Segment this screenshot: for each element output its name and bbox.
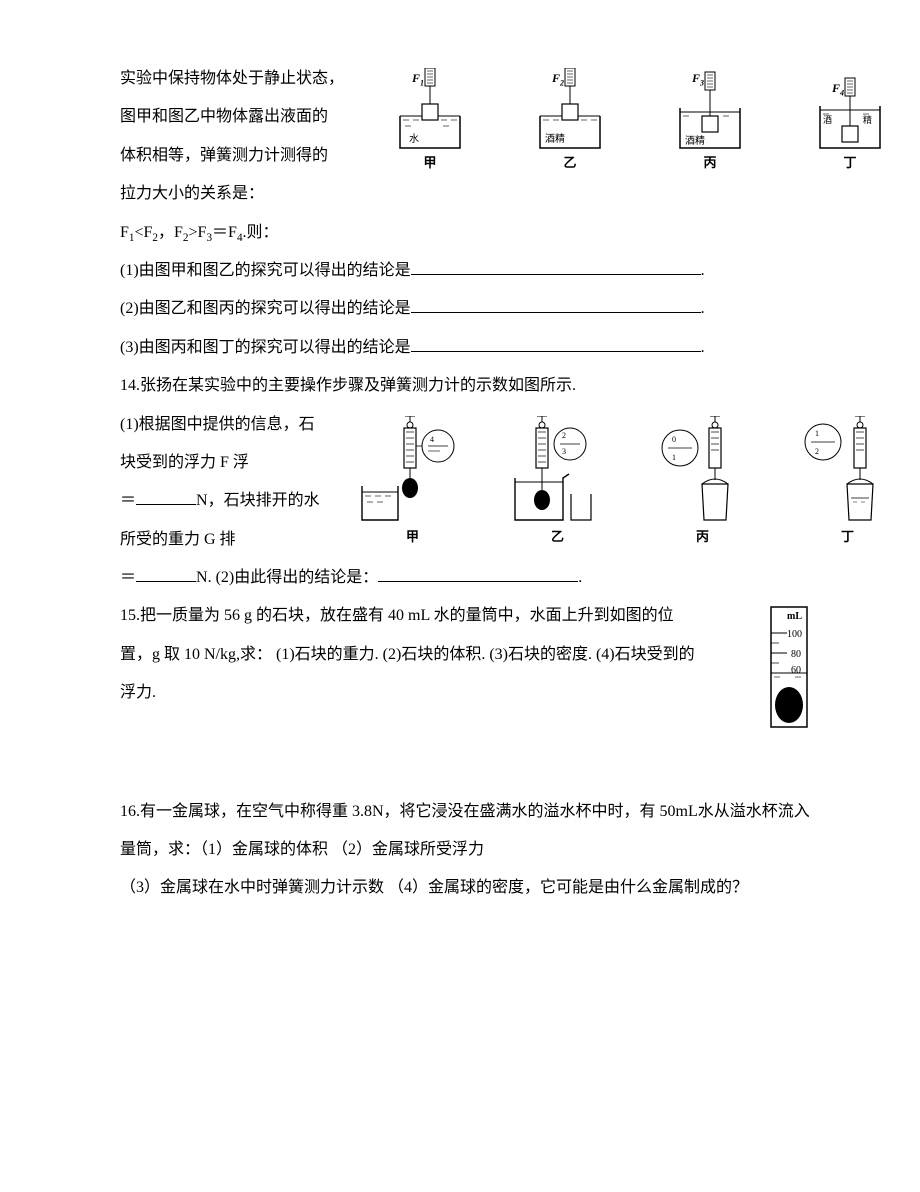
q15-text: 15.把一质量为 56 g 的石块，放在盛有 40 mL 水的量筒中，水面上升到… — [120, 597, 700, 712]
q14-fig-cap: 丁 — [795, 530, 900, 543]
q14-fig-ding: 1 2 丁 — [795, 416, 900, 543]
q14-fig-cap: 甲 — [360, 530, 465, 543]
svg-text:精: 精 — [863, 114, 872, 125]
q14-lead: 14.张扬在某实验中的主要操作步骤及弹簧测力计的示数如图所示. — [120, 367, 810, 405]
q14-figures: 4 甲 — [360, 416, 900, 543]
svg-text:水: 水 — [409, 133, 419, 145]
q13-fig-cap: 丙 — [670, 156, 750, 169]
svg-text:1: 1 — [815, 429, 819, 438]
svg-text:100: 100 — [787, 629, 802, 640]
q13-block: 实验中保持物体处于静止状态， 图甲和图乙中物体露出液面的 体积相等，弹簧测力计测… — [120, 60, 810, 367]
blank — [411, 333, 701, 352]
q14-block: (1)根据图中提供的信息，石 块受到的浮力 F 浮 ＝N，石块排开的水 所受的重… — [120, 406, 810, 560]
q14-fig-cap: 丙 — [650, 530, 755, 543]
blank — [136, 487, 196, 506]
svg-text:酒精: 酒精 — [545, 132, 565, 145]
q13-sub1: (1)由图甲和图乙的探究可以得出的结论是. — [120, 252, 810, 290]
spacer — [120, 713, 810, 793]
q13-sub2: (2)由图乙和图丙的探究可以得出的结论是. — [120, 290, 810, 328]
q13-sub3: (3)由图丙和图丁的探究可以得出的结论是. — [120, 329, 810, 367]
q13-fig-bing: F3 酒精 丙 — [670, 68, 750, 169]
svg-text:4: 4 — [430, 435, 434, 444]
svg-text:2: 2 — [562, 431, 566, 440]
q13-fig-cap: 甲 — [390, 156, 470, 169]
svg-text:80: 80 — [791, 649, 801, 660]
q14-fig-jia: 4 甲 — [360, 416, 465, 543]
blank — [136, 563, 196, 582]
svg-text:酒: 酒 — [823, 115, 832, 125]
q15-block: 15.把一质量为 56 g 的石块，放在盛有 40 mL 水的量筒中，水面上升到… — [120, 597, 810, 712]
q13-fig-cap: 丁 — [810, 156, 890, 169]
q14-fig-cap: 乙 — [505, 530, 610, 543]
q13-figures: F1 — [390, 68, 890, 169]
q13-intro-2: 图甲和图乙中物体露出液面的 — [120, 98, 350, 136]
svg-text:mL: mL — [787, 611, 802, 622]
q13-intro-3: 体积相等，弹簧测力计测得的 — [120, 137, 350, 175]
q14-line2: 块受到的浮力 F 浮 — [120, 444, 340, 482]
q16-text-2: （3）金属球在水中时弹簧测力计示数 （4）金属球的密度，它可能是由什么金属制成的… — [120, 869, 810, 907]
q13-fig-ding: F4 酒 精 丁 — [810, 68, 890, 169]
svg-text:2: 2 — [815, 447, 819, 456]
q13-fig-jia: F1 — [390, 68, 470, 169]
q13-intro-4: 拉力大小的关系是： — [120, 175, 350, 213]
svg-text:酒精: 酒精 — [685, 134, 705, 147]
svg-text:0: 0 — [672, 435, 676, 444]
q14-text: (1)根据图中提供的信息，石 块受到的浮力 F 浮 ＝N，石块排开的水 所受的重… — [120, 406, 340, 560]
svg-text:1: 1 — [672, 453, 676, 462]
svg-text:60: 60 — [791, 665, 801, 676]
svg-text:3: 3 — [562, 447, 566, 456]
q14-line1: (1)根据图中提供的信息，石 — [120, 406, 340, 444]
q14-line3: ＝N，石块排开的水 — [120, 482, 340, 520]
q13-relation: F1<F2，F2>F3＝F4.则： — [120, 214, 810, 252]
blank — [378, 563, 578, 582]
blank — [411, 295, 701, 314]
q13-intro-1: 实验中保持物体处于静止状态， — [120, 60, 350, 98]
q16-text-1: 16.有一金属球，在空气中称得重 3.8N，将它浸没在盛满水的溢水杯中时，有 5… — [120, 793, 810, 870]
q13-intro: 实验中保持物体处于静止状态， 图甲和图乙中物体露出液面的 体积相等，弹簧测力计测… — [120, 60, 350, 214]
q14-fig-yi: 2 3 乙 — [505, 416, 610, 543]
q15-cylinder-figure: mL 100 80 60 — [765, 603, 820, 733]
q13-fig-cap: 乙 — [530, 156, 610, 169]
q14-fig-bing: 0 1 丙 — [650, 416, 755, 543]
blank — [411, 256, 701, 275]
q14-line5: ＝N. (2)由此得出的结论是：. — [120, 559, 810, 597]
q14-line4: 所受的重力 G 排 — [120, 521, 340, 559]
q13-fig-yi: F2 酒精 乙 — [530, 68, 610, 169]
